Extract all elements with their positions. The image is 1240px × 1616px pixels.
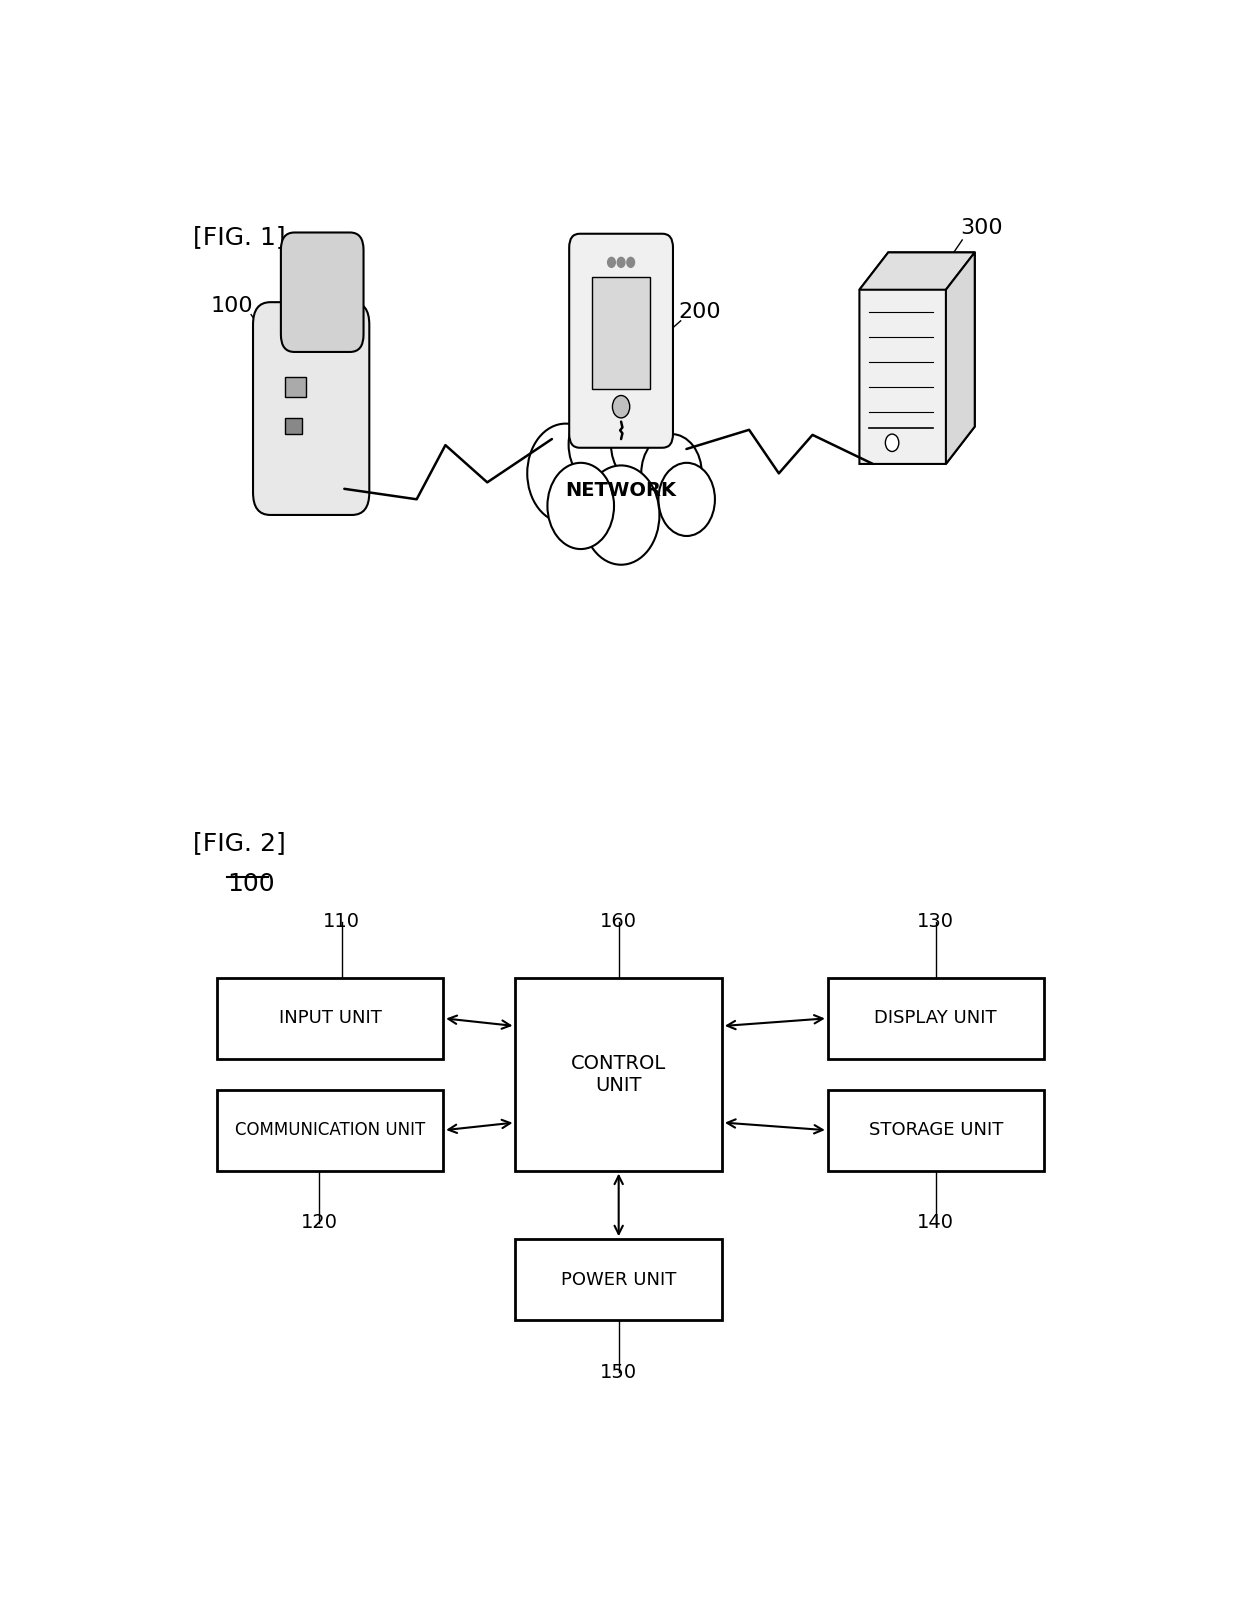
Polygon shape	[859, 252, 975, 464]
Text: COMMUNICATION UNIT: COMMUNICATION UNIT	[236, 1122, 425, 1139]
Text: 130: 130	[918, 913, 955, 931]
Text: [FIG. 2]: [FIG. 2]	[193, 831, 286, 855]
Bar	[285, 419, 303, 435]
Bar	[516, 1239, 722, 1320]
Text: 120: 120	[300, 1214, 337, 1233]
Polygon shape	[859, 252, 975, 289]
Bar	[516, 978, 722, 1170]
Text: 300: 300	[960, 218, 1003, 238]
Text: 150: 150	[600, 1362, 637, 1382]
Bar	[217, 1089, 444, 1170]
Circle shape	[618, 257, 625, 267]
Bar	[285, 377, 306, 398]
FancyBboxPatch shape	[253, 302, 370, 516]
Bar	[593, 278, 650, 389]
Text: 100: 100	[227, 873, 275, 897]
Bar	[217, 978, 444, 1058]
FancyBboxPatch shape	[569, 234, 673, 448]
Circle shape	[583, 465, 660, 564]
Text: 160: 160	[600, 913, 637, 931]
Text: STORAGE UNIT: STORAGE UNIT	[869, 1122, 1003, 1139]
Polygon shape	[946, 252, 975, 464]
Text: 110: 110	[324, 913, 360, 931]
Circle shape	[569, 402, 634, 486]
Text: NETWORK: NETWORK	[565, 480, 677, 499]
Circle shape	[885, 435, 899, 451]
Circle shape	[611, 406, 672, 483]
Text: 140: 140	[918, 1214, 955, 1233]
Text: POWER UNIT: POWER UNIT	[560, 1270, 676, 1288]
Circle shape	[608, 257, 615, 267]
Text: CONTROL
UNIT: CONTROL UNIT	[572, 1054, 666, 1094]
Text: 200: 200	[678, 302, 722, 322]
Bar	[828, 978, 1044, 1058]
Text: DISPLAY UNIT: DISPLAY UNIT	[874, 1010, 997, 1028]
Circle shape	[627, 257, 635, 267]
Text: 100: 100	[211, 296, 253, 315]
Circle shape	[527, 423, 604, 524]
Circle shape	[613, 396, 630, 419]
FancyBboxPatch shape	[281, 233, 363, 352]
Text: [FIG. 1]: [FIG. 1]	[193, 225, 286, 249]
Circle shape	[547, 462, 614, 549]
Circle shape	[641, 435, 702, 512]
Circle shape	[658, 462, 715, 537]
Bar	[828, 1089, 1044, 1170]
Text: INPUT UNIT: INPUT UNIT	[279, 1010, 382, 1028]
